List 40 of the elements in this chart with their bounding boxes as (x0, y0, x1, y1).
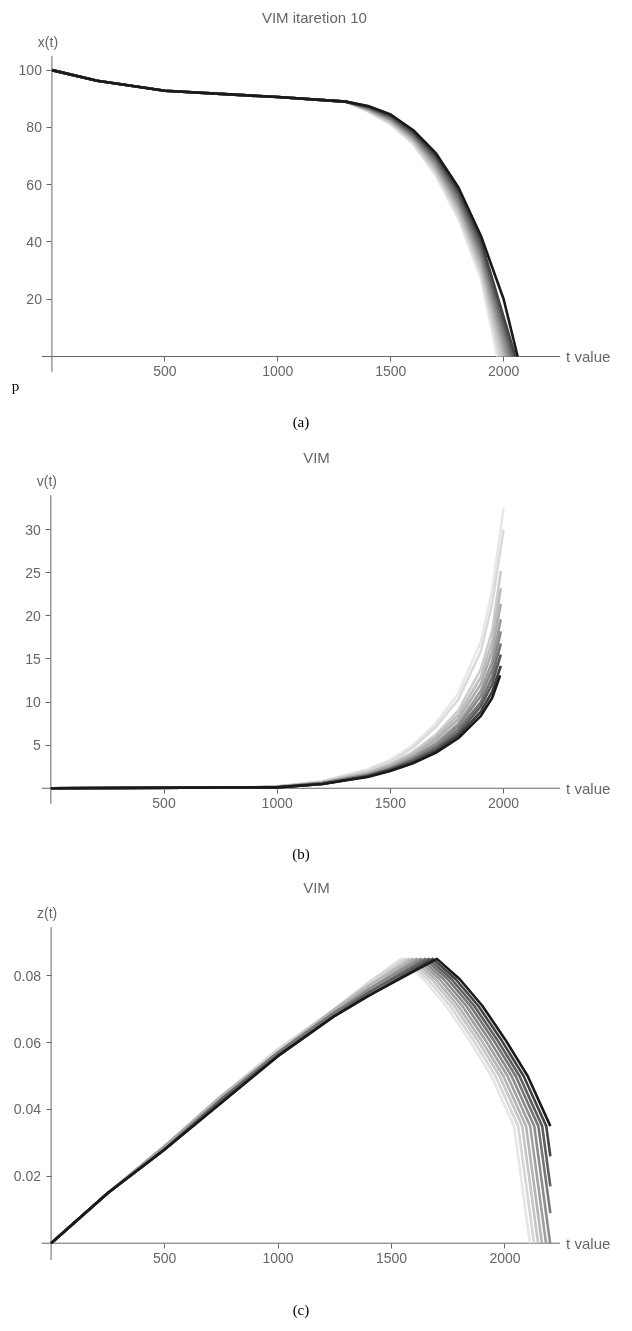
text: (c) (292, 1301, 310, 1319)
y-tick-label: 0.06 (13, 1034, 42, 1051)
y-axis-title: v(t) (36, 473, 57, 490)
x-tick-label: 1000 (262, 363, 294, 380)
y-axis-title: x(t) (37, 33, 59, 50)
x-axis-title: t value (566, 347, 611, 365)
text: p (11, 378, 20, 395)
y-tick-label: 10 (25, 694, 42, 711)
y-tick-label: 20 (26, 291, 43, 308)
x-tick-label: 1000 (261, 795, 293, 812)
y-tick-label: 0.02 (13, 1168, 42, 1185)
y-tick-label: 100 (18, 62, 43, 79)
y-tick-label: 15 (25, 650, 42, 667)
x-axis-title: t value (566, 779, 611, 797)
x-tick-label: 1500 (375, 363, 407, 380)
text: (b) (292, 845, 310, 863)
y-tick-label: 30 (25, 521, 42, 538)
y-tick-label: 0.08 (13, 967, 42, 984)
chart-title: VIM itaretion 10 (261, 8, 367, 26)
chart-title: VIM (303, 878, 330, 896)
x-tick-label: 2000 (489, 1250, 521, 1267)
x-tick-label: 1000 (262, 1250, 294, 1267)
x-tick-label: 500 (153, 363, 177, 380)
text: (a) (292, 414, 310, 432)
x-tick-label: 2000 (488, 363, 520, 380)
chart-title: VIM (303, 448, 330, 466)
y-tick-label: 25 (25, 564, 42, 581)
x-tick-label: 500 (152, 1250, 177, 1267)
x-tick-label: 2000 (487, 795, 520, 812)
y-axis-title: z(t) (36, 905, 58, 922)
y-tick-label: 40 (26, 233, 43, 250)
x-tick-label: 500 (152, 795, 176, 812)
x-tick-label: 1500 (374, 795, 407, 812)
y-tick-label: 80 (26, 119, 43, 136)
y-tick-label: 5 (33, 737, 42, 754)
y-tick-label: 60 (26, 176, 43, 193)
x-tick-label: 1500 (375, 1250, 408, 1267)
y-tick-label: 0.04 (13, 1101, 42, 1118)
y-tick-label: 20 (25, 607, 42, 624)
x-axis-title: t value (566, 1234, 611, 1252)
